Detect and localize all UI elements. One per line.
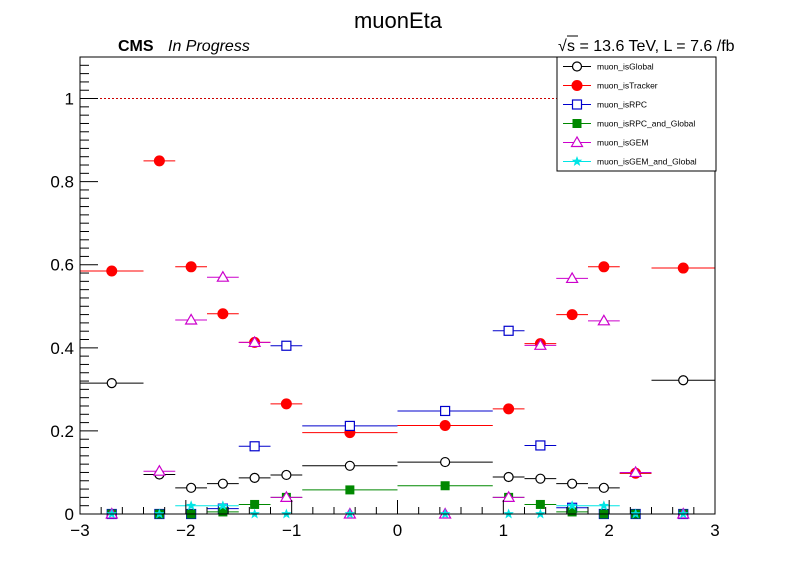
legend-label: muon_isRPC_and_Global <box>597 119 695 129</box>
legend-label: muon_isTracker <box>597 81 658 91</box>
data-point <box>503 403 515 415</box>
y-tick-label: 1 <box>65 90 74 109</box>
x-tick-label: −2 <box>176 521 195 540</box>
data-point <box>535 473 546 484</box>
data-point <box>281 469 292 481</box>
x-tick-label: 3 <box>710 521 719 540</box>
sqrt-symbol: √ <box>558 38 567 55</box>
data-point <box>217 500 229 511</box>
data-point <box>598 500 610 511</box>
data-point <box>503 508 514 519</box>
data-point <box>152 464 166 476</box>
data-point <box>598 261 610 273</box>
data-point <box>344 508 356 519</box>
x-tick-label: −3 <box>70 521 89 540</box>
legend-label: muon_isGEM <box>597 138 649 148</box>
data-point <box>439 420 451 432</box>
data-point <box>439 508 451 519</box>
data-point <box>186 482 197 493</box>
data-point <box>630 508 641 519</box>
data-point <box>535 440 546 451</box>
legend-marker <box>571 61 583 72</box>
legend-label: muon_isRPC <box>597 100 647 110</box>
data-point <box>250 499 260 509</box>
data-point <box>566 500 578 511</box>
data-point <box>677 262 689 274</box>
legend-marker <box>570 135 584 148</box>
data-point <box>345 485 355 495</box>
data-point <box>678 375 689 386</box>
y-tick-label: 0 <box>65 505 74 524</box>
y-tick-label: 0.8 <box>50 173 74 192</box>
energy-lumi-label: s = 13.6 TeV, L = 7.6 /fb <box>567 38 735 55</box>
chart-title: muonEta <box>354 8 443 33</box>
x-tick-label: −1 <box>282 521 301 540</box>
data-point <box>248 335 262 348</box>
y-tick-label: 0.4 <box>50 339 74 358</box>
data-point <box>344 460 355 471</box>
legend-marker <box>571 156 583 166</box>
data-point <box>502 490 516 502</box>
x-tick-label: 0 <box>393 521 402 540</box>
data-point <box>106 265 118 277</box>
legend-label: muon_isGlobal <box>597 62 654 72</box>
data-point <box>154 508 165 519</box>
data-point <box>216 270 230 282</box>
data-point <box>106 508 117 519</box>
legend-box <box>556 56 717 172</box>
data-point <box>344 420 355 432</box>
data-point <box>440 405 451 417</box>
x-tick-label: 1 <box>499 521 508 540</box>
data-point <box>153 155 165 167</box>
data-point <box>218 507 228 517</box>
data-point <box>185 500 197 511</box>
y-tick-label: 0.2 <box>50 422 74 441</box>
data-point <box>629 465 643 478</box>
data-point <box>535 499 545 509</box>
data-point <box>249 508 260 519</box>
data-point <box>281 508 292 519</box>
data-point <box>503 471 514 483</box>
data-point <box>279 490 293 502</box>
data-point <box>567 507 577 517</box>
legend-label: muon_isGEM_and_Global <box>597 157 697 167</box>
data-point <box>249 472 260 483</box>
data-point <box>598 482 609 493</box>
data-point <box>440 456 451 468</box>
data-point <box>535 508 546 519</box>
data-point <box>533 338 547 350</box>
data-point <box>185 261 197 273</box>
data-point <box>184 313 198 325</box>
data-point <box>217 478 228 489</box>
data-point <box>503 325 514 336</box>
data-point <box>249 441 260 452</box>
legend-marker <box>571 80 583 91</box>
data-point <box>565 271 579 284</box>
data-point <box>566 309 578 321</box>
data-point <box>106 378 117 389</box>
data-point <box>440 481 450 491</box>
data-point <box>678 508 689 519</box>
legend-marker <box>571 99 583 110</box>
y-tick-label: 0.6 <box>50 256 74 275</box>
x-tick-label: 2 <box>604 521 613 540</box>
data-point <box>280 398 292 410</box>
status-label: In Progress <box>168 38 250 55</box>
data-point <box>597 314 611 326</box>
legend-marker <box>572 119 582 128</box>
data-point <box>217 308 229 320</box>
cms-label: CMS <box>118 38 154 55</box>
data-point <box>281 340 292 351</box>
data-point <box>567 478 578 489</box>
